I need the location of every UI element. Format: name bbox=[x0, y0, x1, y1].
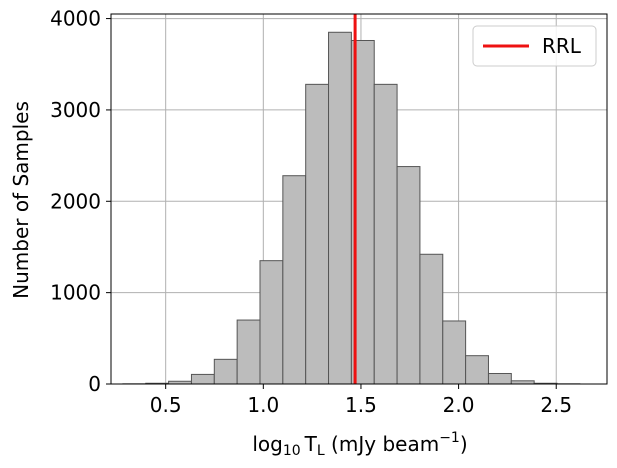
legend-label-rrl: RRL bbox=[542, 34, 582, 58]
x-tick-label: 0.5 bbox=[150, 393, 182, 417]
y-axis-label: Number of Samples bbox=[9, 101, 33, 299]
x-axis-label-variable-subscript: L bbox=[317, 443, 325, 459]
x-axis-label-variable: T bbox=[304, 432, 318, 456]
x-tick-label: 2.5 bbox=[540, 393, 572, 417]
y-tick-label: 4000 bbox=[50, 7, 101, 31]
y-tick-label: 1000 bbox=[50, 281, 101, 305]
x-tick-label: 2.0 bbox=[443, 393, 475, 417]
histogram-bar bbox=[213, 358, 238, 385]
histogram-bar bbox=[396, 166, 421, 385]
y-tick-label: 2000 bbox=[50, 189, 101, 213]
histogram-bar bbox=[190, 373, 215, 385]
histogram-bars bbox=[122, 31, 581, 385]
x-tick-label: 1.0 bbox=[247, 393, 279, 417]
x-axis-label-unit-exponent: −1 bbox=[439, 430, 460, 446]
axis-ticks: 0.5 1.0 1.5 2.0 2.5 0 1000 2000 3000 4000 bbox=[50, 7, 572, 417]
histogram-bar bbox=[236, 319, 261, 385]
histogram-bar bbox=[305, 83, 330, 385]
histogram-bar bbox=[259, 260, 284, 385]
legend-box bbox=[472, 25, 597, 67]
histogram-bar bbox=[282, 175, 307, 385]
plot-frame bbox=[110, 13, 608, 385]
x-axis-label: log10 TL (mJy beam−1) bbox=[252, 430, 467, 459]
y-tick-label: 3000 bbox=[50, 98, 101, 122]
histogram-bar bbox=[465, 355, 489, 385]
x-tick-label: 1.5 bbox=[345, 393, 377, 417]
histogram-bar bbox=[328, 31, 352, 385]
histogram-bar bbox=[442, 320, 467, 385]
histogram-bar bbox=[487, 372, 512, 385]
legend: RRL bbox=[472, 25, 597, 67]
histogram-bar bbox=[419, 253, 444, 385]
histogram-bar bbox=[373, 83, 398, 385]
x-axis-label-log-base: 10 bbox=[283, 443, 301, 459]
y-tick-label: 0 bbox=[88, 372, 101, 396]
x-axis-label-unit: (mJy beam bbox=[325, 432, 439, 456]
x-axis-label-log: log bbox=[252, 432, 283, 456]
x-axis-label-unit-close: ) bbox=[460, 432, 468, 456]
